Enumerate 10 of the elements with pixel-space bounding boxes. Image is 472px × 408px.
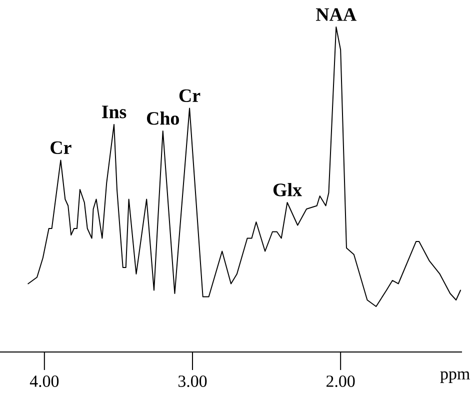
x-tick-label: 3.00 — [178, 376, 207, 388]
annotation: Ins — [102, 106, 126, 118]
x-tick-label: 4.00 — [30, 376, 59, 388]
annotation: NAA — [316, 8, 356, 21]
annotation: Cr — [50, 141, 72, 154]
x-tick-label: 2.00 — [326, 376, 355, 388]
x-axis-title: ppm — [440, 371, 470, 383]
annotation: Glx — [273, 182, 302, 196]
annotation: Cr — [179, 89, 200, 102]
annotation: Cho — [146, 111, 179, 125]
